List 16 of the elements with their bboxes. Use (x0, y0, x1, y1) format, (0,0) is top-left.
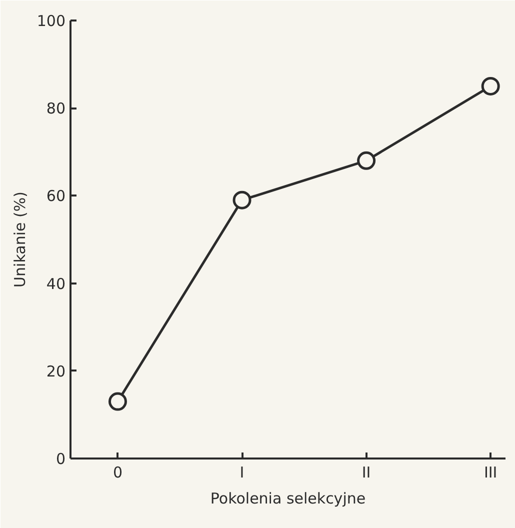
y-tick-label: 20 (46, 362, 66, 380)
y-tick-label: 0 (56, 450, 66, 468)
y-tick-label: 100 (36, 12, 66, 30)
x-tick-label: I (240, 464, 244, 482)
point (481, 76, 500, 96)
y-tick-label: 80 (46, 100, 66, 118)
point (232, 190, 252, 210)
x-axis-title: Pokolenia selekcyjne (210, 490, 366, 508)
y-axis-title: Unikanie (%) (10, 192, 29, 288)
point (357, 151, 376, 170)
x-tick-label: 0 (112, 464, 123, 482)
y-tick-label: 40 (46, 274, 66, 293)
point (108, 392, 127, 411)
x-tick-label: III (484, 464, 498, 482)
x-tick-label: II (362, 464, 371, 482)
y-tick-label: 60 (46, 187, 66, 206)
